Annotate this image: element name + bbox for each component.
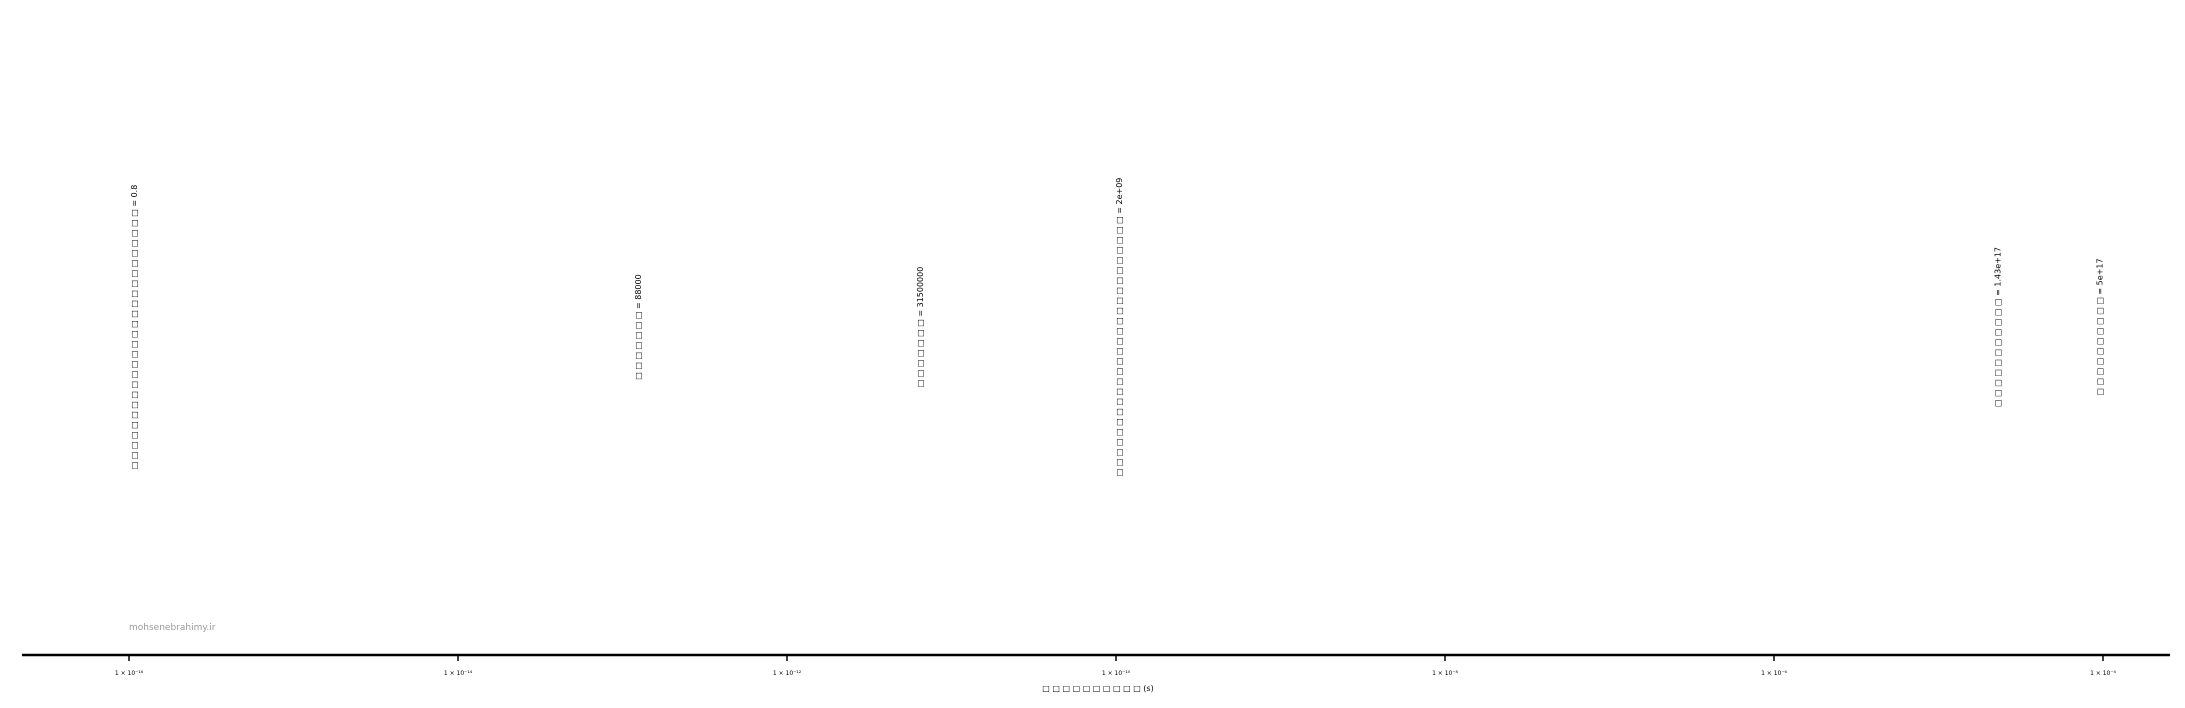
annotation-label: □ □ □ □ □ □ □ □ □ □ □ □ □ □ □ □ □ □ □ □ … xyxy=(1115,178,1124,477)
x-axis-label: □ □ □ □ □ □ □ □ □ □ (s) xyxy=(1042,684,1153,693)
watermark: mohsenebrahimy.ir xyxy=(129,623,216,633)
x-axis-ticks: 1 × 10⁻¹⁶ 1 × 10⁻¹⁴ 1 × 10⁻¹² 1 × 10⁻¹⁰ 1 × … xyxy=(115,655,2117,677)
annotation-label: □ □ □ □ □ □ □ = 88000 xyxy=(634,274,643,379)
x-tick-label: 1 × 10⁻⁴ xyxy=(2090,670,2116,677)
annotations: □ □ □ □ □ □ □ □ □ □ □ □ □ □ □ □ □ □ □ □ … xyxy=(130,178,2105,477)
annotation-label: □ □ □ □ □ □ □ = 31500000 xyxy=(916,267,925,388)
x-tick-label: 1 × 10⁻¹⁰ xyxy=(1102,670,1131,677)
x-tick-label: 1 × 10⁻¹² xyxy=(773,670,802,677)
annotation-label: □ □ □ □ □ □ □ □ □ □ □ □ □ □ □ □ □ □ □ □ … xyxy=(130,185,139,470)
x-tick-label: 1 × 10⁻⁸ xyxy=(1432,670,1458,677)
x-tick-label: 1 × 10⁻¹⁶ xyxy=(115,670,144,677)
annotation-label: □ □ □ □ □ □ □ □ □ □ = 5e+17 xyxy=(2096,258,2105,395)
x-tick-label: 1 × 10⁻⁶ xyxy=(1761,670,1787,677)
annotation-label: □ □ □ □ □ □ □ □ □ □ □ = 1.43e+17 xyxy=(1994,247,2003,407)
x-tick-label: 1 × 10⁻¹⁴ xyxy=(444,670,473,677)
